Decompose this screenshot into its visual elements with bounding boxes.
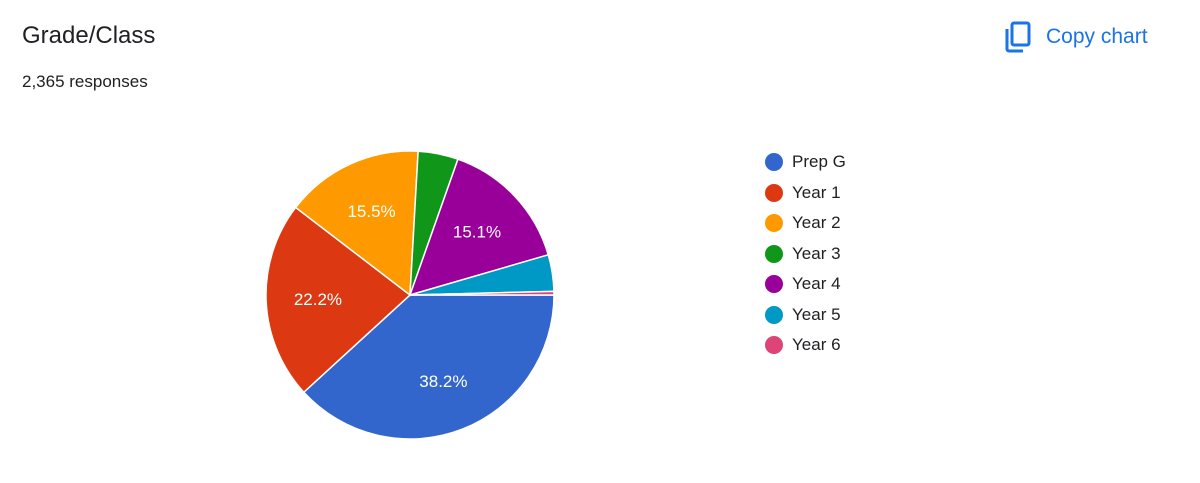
legend-swatch	[765, 275, 783, 294]
legend-swatch	[765, 244, 783, 263]
pie-chart: 38.2% 22.2% 15.5% 15.1%	[265, 150, 555, 440]
slice-label-year-2: 15.5%	[347, 202, 395, 221]
legend-label: Year 1	[792, 182, 841, 202]
pie-slice-prep-g[interactable]	[302, 294, 555, 440]
legend-swatch	[765, 305, 783, 324]
legend-item-year-4: Year 4	[765, 269, 846, 300]
legend-item-year-2: Year 2	[765, 208, 846, 239]
legend-item-year-1: Year 1	[765, 178, 846, 209]
legend-swatch	[765, 336, 783, 355]
copy-chart-label: Copy chart	[1046, 25, 1148, 48]
legend-label: Year 6	[792, 335, 841, 355]
pie-slice-year-6[interactable]	[409, 290, 555, 296]
copy-icon	[1004, 21, 1032, 53]
legend-item-year-5: Year 5	[765, 300, 846, 331]
pie-slice-year-1[interactable]	[265, 206, 412, 394]
chart-title: Grade/Class	[22, 22, 156, 49]
legend-label: Year 2	[792, 213, 841, 233]
legend-item-prep-g: Prep G	[765, 147, 846, 178]
legend-swatch	[765, 183, 783, 202]
legend-item-year-3: Year 3	[765, 239, 846, 270]
legend-swatch	[765, 214, 783, 233]
legend-label: Year 4	[792, 274, 841, 294]
slice-label-year-4: 15.1%	[453, 223, 501, 242]
legend-item-year-6: Year 6	[765, 330, 846, 361]
legend-label: Year 3	[792, 243, 841, 263]
pie-slice-year-4[interactable]	[408, 158, 550, 297]
slice-label-year-1: 22.2%	[294, 290, 342, 309]
copy-chart-button[interactable]: Copy chart	[998, 14, 1154, 60]
legend-label: Year 5	[792, 304, 841, 324]
slice-label-prep-g: 38.2%	[419, 372, 467, 391]
pie-slice-year-2[interactable]	[294, 150, 419, 297]
legend-label: Prep G	[792, 152, 846, 172]
legend: Prep G Year 1 Year 2 Year 3 Year 4 Year 5 Year…	[765, 147, 846, 361]
legend-swatch	[765, 153, 783, 172]
response-count: 2,365 responses	[22, 72, 148, 91]
